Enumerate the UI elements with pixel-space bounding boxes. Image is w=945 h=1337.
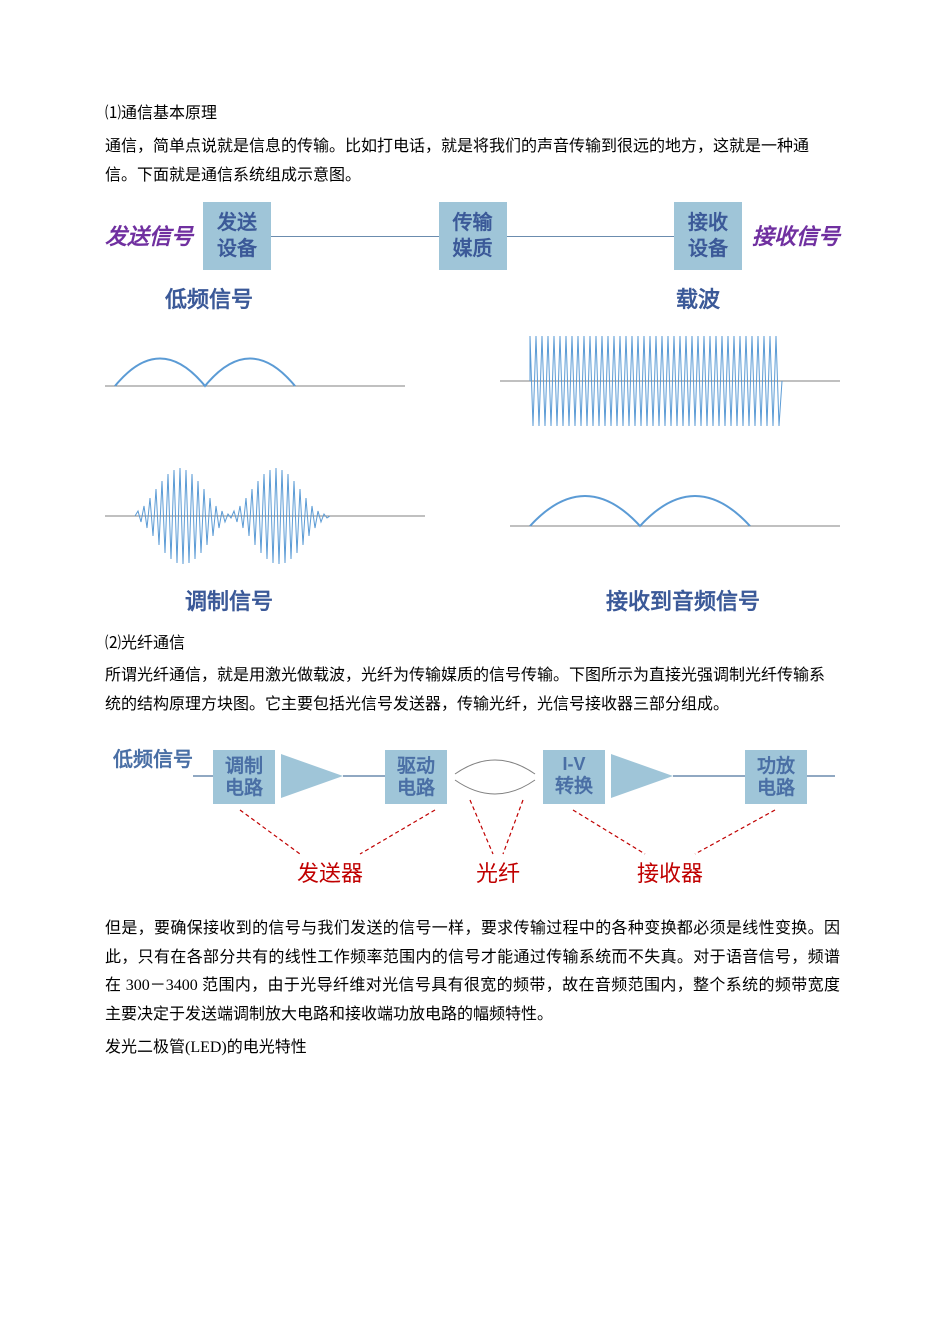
svg-text:调制: 调制: [225, 754, 263, 777]
low-freq-label: 低频信号: [165, 280, 253, 320]
wave-row-2: [105, 456, 840, 576]
carrier-label: 载波: [676, 280, 720, 320]
diagram2-svg: 低频信号 调制 电路 驱动 电路 I-V 转换 功放 电路: [105, 736, 840, 896]
d2-tx-label: 发送器: [297, 861, 363, 886]
tx-signal-label: 发送信号: [105, 217, 193, 257]
low-freq-wave-icon: [105, 326, 405, 416]
rx-signal-label: 接收信号: [752, 217, 840, 257]
svg-text:I-V: I-V: [562, 754, 585, 774]
wave-row-1: [105, 326, 840, 436]
diagram1: 发送信号 发送 设备 传输 媒质 接收 设备 接收信号 低频信号 载波: [105, 202, 840, 621]
rx-device-box: 接收 设备: [674, 202, 742, 270]
svg-text:电路: 电路: [757, 776, 796, 799]
diagram2: 低频信号 调制 电路 驱动 电路 I-V 转换 功放 电路: [105, 736, 840, 907]
d2-rx-label: 接收器: [637, 861, 703, 886]
medium-box: 传输 媒质: [439, 202, 507, 270]
section3-para2: 发光二极管(LED)的电光特性: [105, 1034, 840, 1063]
d2-lowfreq-text: 低频信号: [112, 747, 193, 771]
section2-heading: ⑵光纤通信: [105, 630, 840, 659]
svg-text:电路: 电路: [397, 776, 436, 799]
tx-device-box: 发送 设备: [203, 202, 271, 270]
diagram1-flow-row: 发送信号 发送 设备 传输 媒质 接收 设备 接收信号: [105, 202, 840, 270]
conn-line-2: [507, 236, 674, 237]
svg-text:驱动: 驱动: [397, 755, 435, 777]
carrier-wave-icon: [500, 326, 840, 436]
d2-fiber-label: 光纤: [476, 861, 520, 886]
svg-text:电路: 电路: [225, 776, 264, 799]
section2-para: 所谓光纤通信，就是用激光做载波，光纤为传输媒质的信号传输。下图所示为直接光强调制…: [105, 662, 840, 720]
modulated-wave-icon: [105, 456, 425, 576]
svg-text:转换: 转换: [555, 774, 594, 797]
received-audio-wave-icon: [510, 456, 840, 556]
section3-para1: 但是，要确保接收到的信号与我们发送的信号一样，要求传输过程中的各种变换都必须是线…: [105, 915, 840, 1030]
section1-para: 通信，简单点说就是信息的传输。比如打电话，就是将我们的声音传输到很远的地方，这就…: [105, 133, 840, 191]
received-audio-label: 接收到音频信号: [606, 582, 760, 622]
conn-line-1: [271, 236, 438, 237]
svg-text:功放: 功放: [757, 754, 796, 777]
section1-heading: ⑴通信基本原理: [105, 100, 840, 129]
modulated-label: 调制信号: [185, 582, 273, 622]
